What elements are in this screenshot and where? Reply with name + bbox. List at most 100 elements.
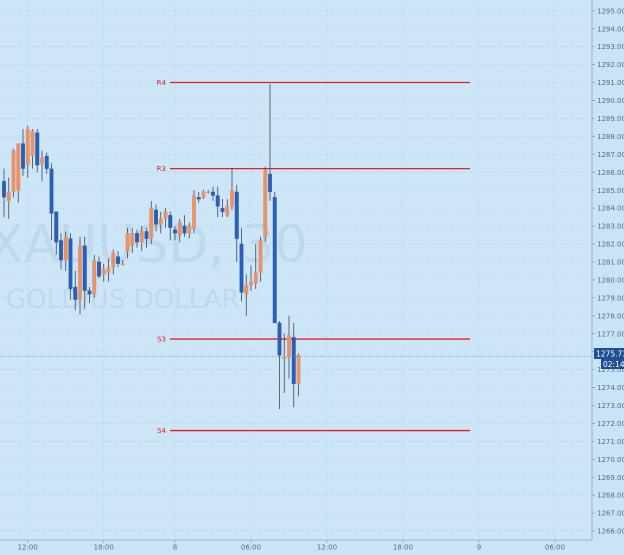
- candle-body: [263, 170, 268, 237]
- candle-body: [158, 218, 163, 225]
- candle-body: [40, 157, 44, 164]
- time-axis-background: [0, 540, 624, 551]
- candle-body: [206, 191, 211, 194]
- candle-body: [73, 286, 78, 300]
- candle-body: [287, 335, 291, 358]
- candle-body: [272, 197, 277, 324]
- candle-body: [234, 191, 239, 239]
- candle-body: [2, 181, 6, 198]
- candle-body: [196, 197, 201, 200]
- candle-body: [163, 211, 168, 220]
- price-tick-label: 1288.00: [597, 133, 624, 141]
- price-tick-label: 1278.00: [597, 312, 624, 320]
- pivot-level-label: S3: [157, 336, 166, 344]
- candle-body: [106, 267, 111, 273]
- candle-body: [149, 207, 154, 239]
- candle-body: [116, 256, 120, 264]
- candle-body: [211, 191, 215, 196]
- price-tick-label: 1290.00: [597, 97, 624, 105]
- candle-body: [49, 168, 54, 214]
- time-axis-ticks: 12:00 18:00 8 06:00 12:00 18:00 9 06:00: [18, 540, 565, 552]
- price-tick-label: 1268.00: [597, 492, 624, 500]
- price-tick-label: 1289.00: [597, 115, 624, 123]
- time-tick-label: 12:00: [317, 544, 337, 552]
- watermark-instrument-name: GOLD/US DOLLAR: [6, 285, 240, 315]
- candle-body: [92, 259, 97, 295]
- pivot-levels: R4 R3 S3 S4: [157, 79, 470, 435]
- candle-body: [101, 268, 106, 275]
- current-price-tag: 1275.73 02:14: [594, 348, 624, 369]
- time-tick-label: 8: [173, 544, 177, 552]
- candle-body: [168, 215, 173, 228]
- candle-body: [253, 272, 258, 284]
- candle-body: [291, 337, 296, 385]
- price-tick-label: 1285.00: [597, 187, 624, 195]
- candle-body: [63, 236, 68, 261]
- price-tick-label: 1279.00: [597, 294, 624, 302]
- candle-body: [192, 195, 196, 228]
- candle-body: [258, 240, 263, 273]
- candle-body: [220, 207, 225, 212]
- candle-body: [125, 233, 130, 252]
- candle-body: [239, 243, 244, 293]
- candle-body: [296, 355, 301, 385]
- candle-body: [6, 191, 11, 202]
- price-tick-label: 1272.00: [597, 420, 624, 428]
- candle-body: [30, 130, 35, 157]
- candle-body: [16, 143, 21, 191]
- candle-body: [130, 233, 135, 246]
- candle-body: [68, 238, 73, 289]
- candle-body: [187, 225, 192, 234]
- time-tick-label: 06:00: [545, 544, 565, 552]
- price-tick-label: 1274.00: [597, 384, 624, 392]
- candlesticks: [2, 84, 301, 410]
- candle-body: [120, 263, 125, 265]
- pivot-level-label: R3: [157, 165, 166, 173]
- price-tick-label: 1267.00: [597, 510, 624, 518]
- current-price-label: 1275.73: [596, 350, 624, 359]
- price-tick-label: 1287.00: [597, 151, 624, 159]
- bar-countdown-label: 02:14: [603, 360, 624, 369]
- price-axis-background: [592, 0, 624, 551]
- price-tick-label: 1266.00: [597, 528, 624, 536]
- candle-body: [225, 206, 230, 216]
- candle-body: [135, 233, 139, 243]
- price-tick-label: 1275.00: [597, 366, 624, 374]
- current-price-tag-bg: [594, 348, 624, 359]
- candle-body: [139, 231, 144, 243]
- candle-body: [182, 225, 187, 234]
- price-tick-label: 1270.00: [597, 456, 624, 464]
- candle-body: [44, 155, 49, 169]
- candle-body: [54, 211, 59, 243]
- price-tick-label: 1271.00: [597, 438, 624, 446]
- time-tick-label: 18:00: [393, 544, 413, 552]
- time-tick-label: 9: [477, 544, 481, 552]
- candle-body: [215, 195, 220, 207]
- candle-body: [268, 173, 272, 193]
- candle-body: [277, 322, 282, 356]
- price-tick-label: 1282.00: [597, 241, 624, 249]
- price-tick-label: 1269.00: [597, 474, 624, 482]
- price-tick-label: 1284.00: [597, 205, 624, 213]
- price-tick-label: 1291.00: [597, 79, 624, 87]
- countdown-tag-bg: [601, 359, 624, 369]
- candle-body: [97, 261, 101, 277]
- candle-body: [87, 290, 92, 295]
- candle-body: [282, 356, 287, 359]
- price-tick-label: 1273.00: [597, 402, 624, 410]
- pivot-level-label: R4: [157, 79, 167, 87]
- time-tick-label: 18:00: [94, 544, 114, 552]
- time-tick-label: 06:00: [241, 544, 261, 552]
- candle-body: [35, 132, 40, 166]
- candle-body: [78, 245, 82, 300]
- pivot-level-label: S4: [157, 427, 166, 435]
- candle-body: [11, 150, 16, 193]
- candle-body: [82, 245, 87, 291]
- price-tick-label: 1277.00: [597, 330, 624, 338]
- candle-body: [230, 190, 234, 207]
- time-tick-label: 12:00: [18, 544, 38, 552]
- candle-body: [244, 285, 249, 295]
- candle-body: [21, 143, 25, 169]
- price-tick-label: 1294.00: [597, 25, 624, 33]
